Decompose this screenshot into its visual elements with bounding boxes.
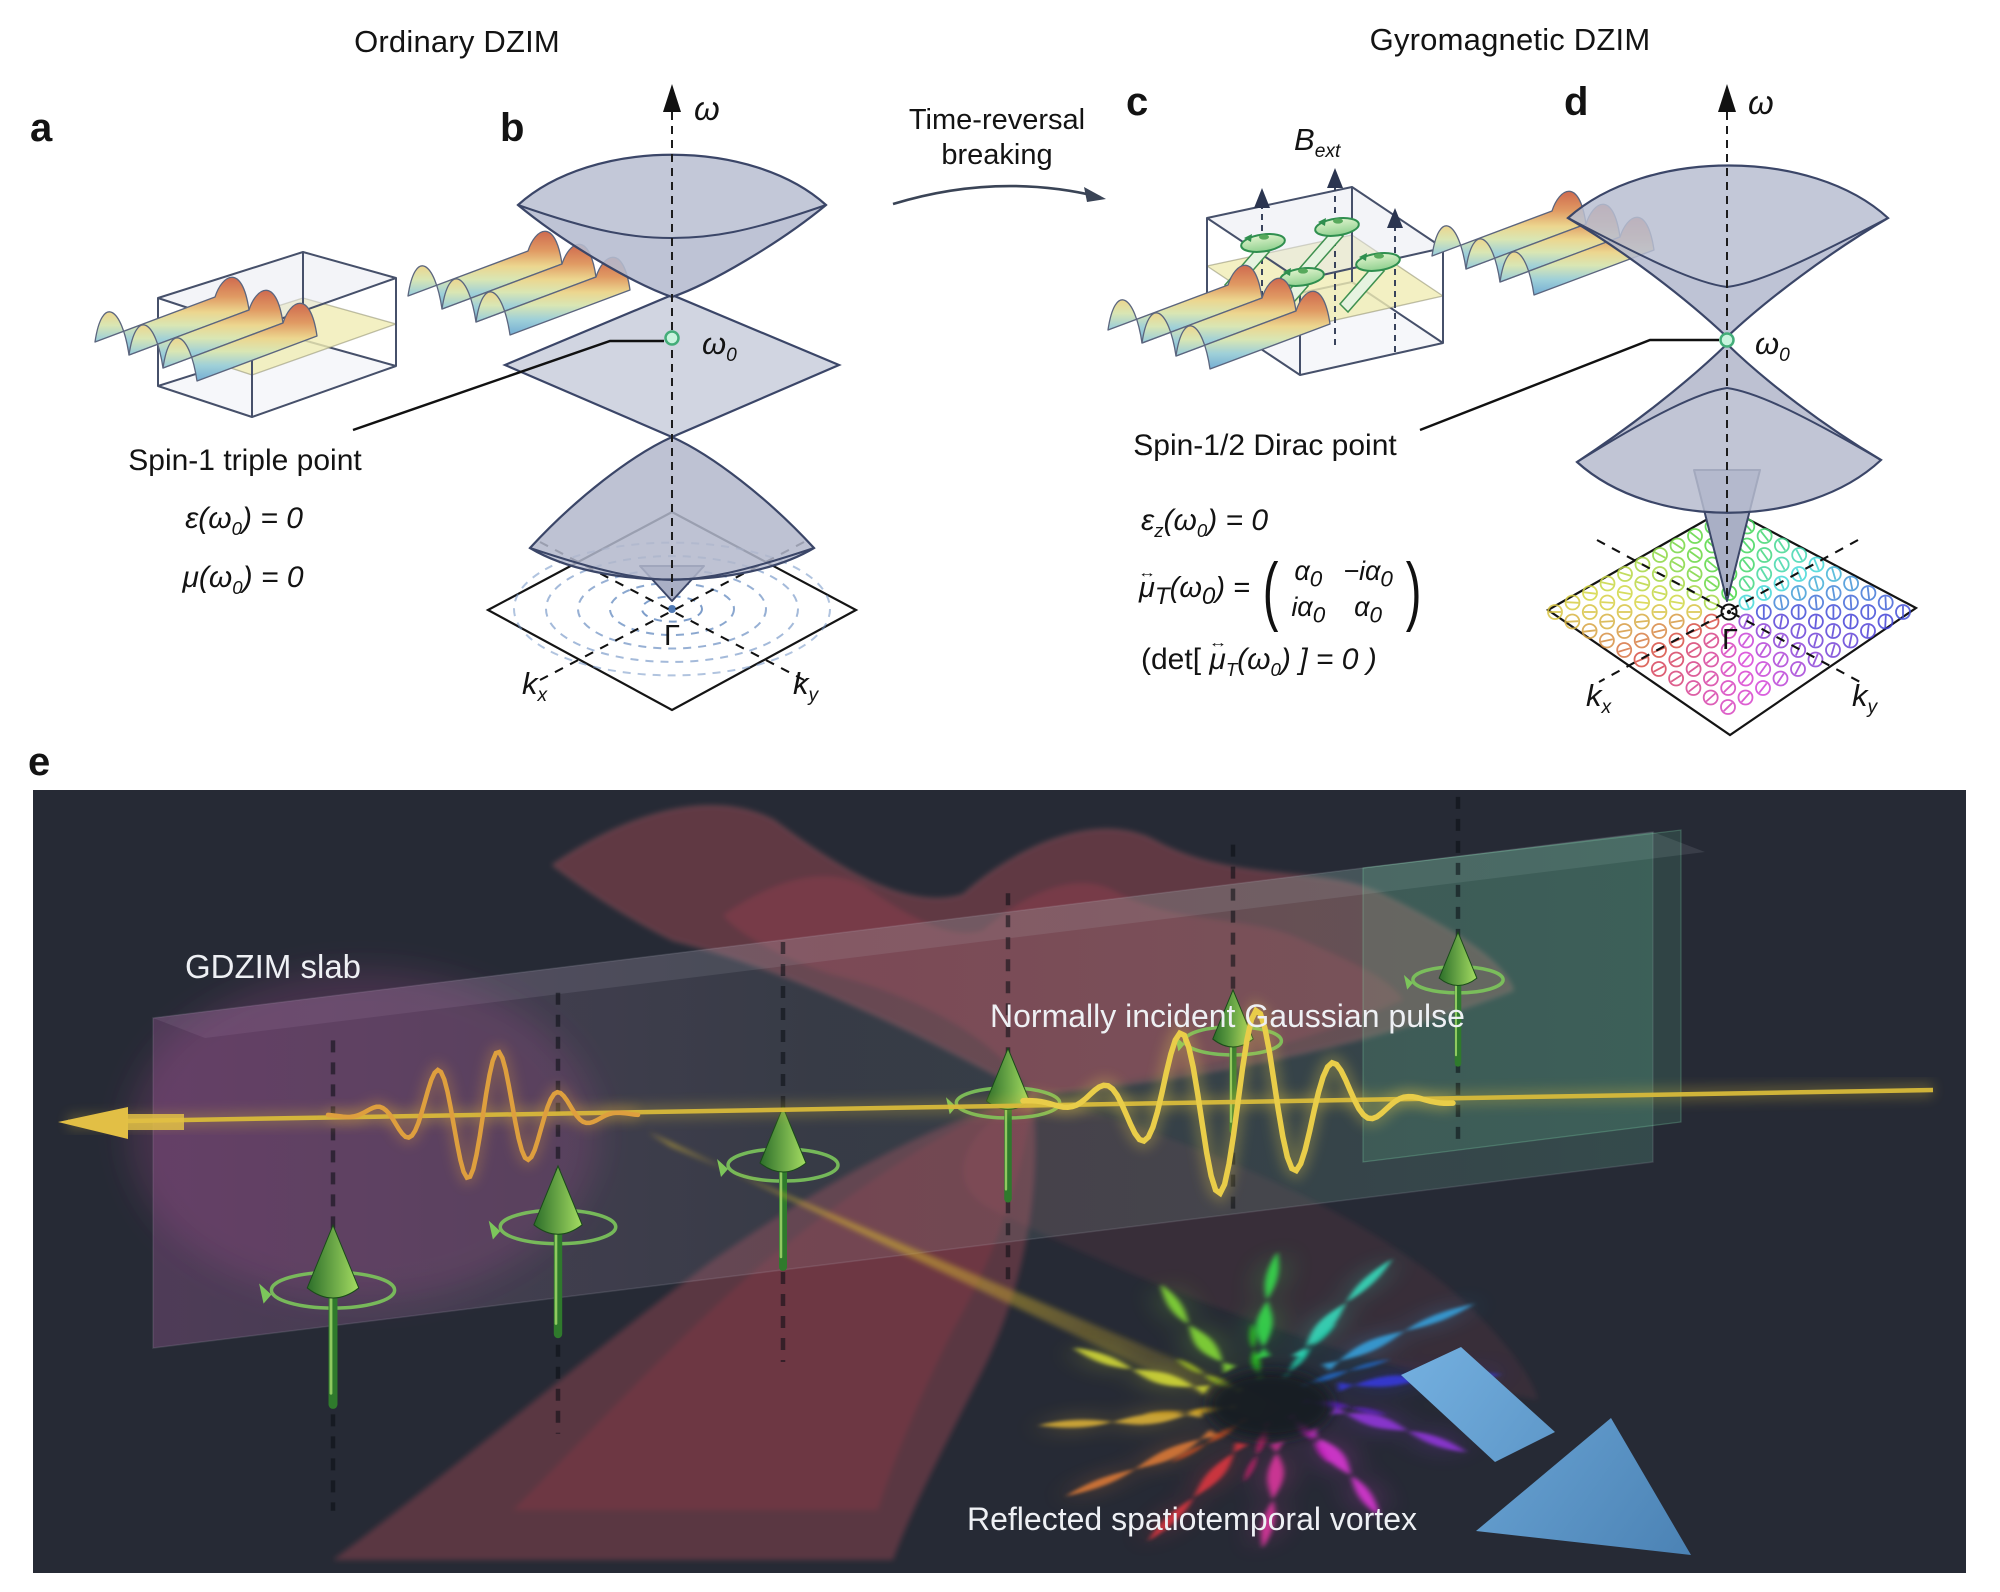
ky-axis-label: ky [793, 666, 819, 707]
mu-tensor-equation: ↔ μT(ω0) = ( α0 −iα0 iα0 α0 ) [1137, 548, 1426, 634]
slab-label: GDZIM slab [185, 948, 362, 985]
determinant-equation: (det[ ↔ μT(ω0) ] = 0 ) [1141, 634, 1377, 680]
omega0-label: ω0 [702, 326, 737, 367]
gdzim-slab [128, 829, 1705, 1349]
triple-point-label: Spin-1 triple point [128, 444, 362, 477]
dirac-point-callout-line [1419, 338, 1719, 432]
gamma-point-label: Γ [664, 620, 680, 652]
omega-axis-arrow [1718, 84, 1736, 112]
rainbow-wave-sheet [1431, 190, 1655, 296]
gamma-point-label: Γ [1722, 624, 1738, 656]
matrix-open-paren: ( [1262, 548, 1279, 634]
epsilon-z-equation: εz(ω0) = 0 [1141, 504, 1269, 541]
mu-tensor-lhs: ↔ μT(ω0) = [1137, 564, 1250, 610]
rainbow-wave-sheet [94, 276, 318, 382]
top-diagrams [94, 84, 1919, 737]
vortex-direction-arrow [1401, 1347, 1691, 1555]
k-axes-dashed [1596, 539, 1861, 683]
panel-label-c: c [1126, 80, 1149, 124]
bias-field-arrows [1254, 168, 1403, 352]
precessing-spin-arrows [259, 796, 1505, 1511]
kx-axis-label: kx [522, 666, 548, 707]
matrix-entry-21: iα0 [1291, 591, 1326, 627]
ky-axis-label: ky [1852, 678, 1878, 719]
panel-e-scene [58, 796, 1934, 1560]
panel-label-d: d [1564, 80, 1589, 124]
polarization-texture-grid [1547, 509, 1911, 715]
reflected-vortex-label: Reflected spatiotemporal vortex [967, 1501, 1417, 1537]
matrix-entry-11: α0 [1294, 556, 1323, 592]
mu-tensor-matrix: α0 −iα0 iα0 α0 [1291, 556, 1393, 627]
refracted-beam [648, 1132, 1291, 1422]
matrix-entry-12: −iα0 [1343, 556, 1393, 592]
time-reversal-arrow [892, 184, 1106, 206]
rainbow-wave-sheet [1107, 264, 1331, 370]
omega0-point [1719, 332, 1735, 348]
transition-label-line2: breaking [941, 139, 1053, 171]
panel-b-dispersion [352, 84, 859, 712]
kx-axis-label: kx [1586, 678, 1612, 719]
transition-label-line1: Time-reversal [908, 104, 1086, 136]
panel-d-dispersion [1419, 84, 1919, 737]
matrix-close-paren: ) [1405, 548, 1422, 634]
epsilon-equation: ε(ω0) = 0 [185, 502, 303, 539]
beam-layer [58, 998, 1934, 1422]
matrix-entry-22: α0 [1354, 591, 1383, 627]
dirac-point-label: Spin-1/2 Dirac point [1133, 429, 1397, 462]
omega-axis-arrow [663, 84, 681, 112]
omega0-point [664, 330, 680, 346]
panel-label-e: e [28, 740, 51, 784]
panel-e-simulation-render: GDZIM slab Normally incident Gaussian pu… [33, 790, 1966, 1573]
omega0-label: ω0 [1755, 326, 1790, 367]
vortex-dark-core [1208, 1371, 1332, 1439]
incident-pulse-label: Normally incident Gaussian pulse [990, 998, 1465, 1034]
panel-label-b: b [500, 106, 525, 150]
triple-point-callout-line [352, 339, 664, 432]
omega-axis-label: ω [694, 90, 720, 127]
mu-equation: μ(ω0) = 0 [182, 561, 304, 598]
panel-label-a: a [30, 106, 53, 150]
column-title-ordinary: Ordinary DZIM [354, 24, 560, 59]
external-field-label: Bext [1294, 122, 1341, 163]
column-title-gyromagnetic: Gyromagnetic DZIM [1369, 22, 1651, 57]
rainbow-wave-sheet [407, 230, 631, 336]
omega-axis-label: ω [1748, 84, 1774, 121]
